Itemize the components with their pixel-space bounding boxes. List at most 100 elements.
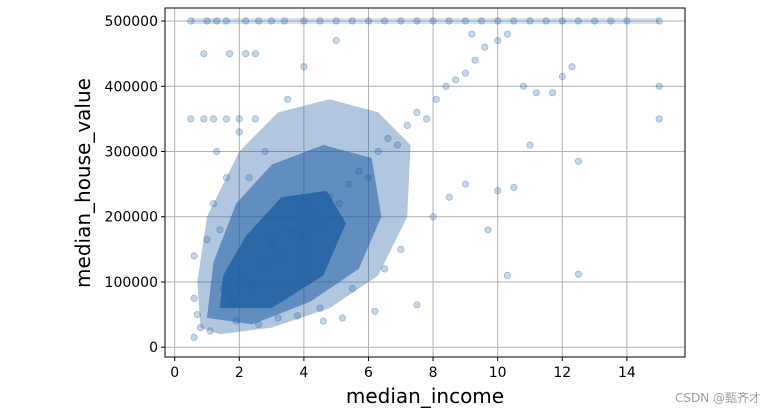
scatter-point — [542, 17, 550, 25]
scatter-point — [203, 17, 211, 25]
scatter-point — [384, 134, 392, 143]
scatter-point — [380, 17, 389, 25]
scatter-point — [574, 270, 583, 278]
scatter-point — [316, 219, 324, 227]
scatter-point — [607, 17, 615, 25]
scatter-point — [374, 147, 382, 156]
scatter-point — [274, 314, 282, 322]
scatter-point — [319, 317, 327, 325]
scatter-point — [422, 115, 431, 123]
x-tick-label: 6 — [364, 365, 373, 381]
scatter-point — [364, 17, 373, 25]
scatter-point — [348, 284, 356, 293]
scatter-point — [471, 56, 479, 64]
scatter-point — [306, 206, 314, 214]
scatter-point — [429, 213, 437, 221]
scatter-point — [397, 17, 405, 25]
scatter-point — [413, 108, 421, 117]
density-region — [219, 190, 346, 309]
scatter-point — [213, 147, 221, 156]
scatter-point — [510, 17, 518, 25]
scatter-point — [245, 174, 253, 182]
scatter-point — [251, 50, 259, 58]
density-cloud — [197, 99, 411, 335]
scatter-point — [235, 128, 243, 136]
scatter-point — [222, 174, 230, 182]
scatter-point — [316, 17, 324, 25]
scatter-point — [229, 297, 237, 306]
scatter-point — [548, 89, 557, 97]
scatter-point — [526, 17, 534, 25]
scatter-point — [429, 17, 437, 25]
scatter-point — [209, 115, 217, 123]
scatter-point — [222, 17, 230, 25]
scatter-point — [226, 50, 234, 58]
scatter-point — [187, 115, 195, 123]
x-tick-label: 0 — [170, 365, 179, 381]
scatter-point — [574, 17, 583, 25]
scatter-point — [190, 294, 198, 302]
x-tick-label: 12 — [553, 365, 571, 381]
scatter-point — [277, 252, 285, 260]
scatter-point — [445, 17, 453, 25]
scatter-point — [503, 30, 511, 38]
scatter-point — [371, 307, 379, 315]
y-tick-label: 0 — [149, 340, 158, 356]
scatter-point — [558, 17, 566, 25]
scatter-point — [219, 284, 227, 293]
scatter-point — [200, 50, 208, 58]
scatter-point — [532, 89, 541, 97]
scatter-point — [452, 76, 460, 84]
scatter-point — [477, 17, 486, 25]
scatter-point — [190, 333, 198, 341]
scatter-point — [655, 115, 663, 123]
scatter-point — [190, 252, 198, 260]
y-tick-label: 400000 — [105, 79, 158, 95]
scatter-point — [494, 187, 502, 195]
scatter-point — [200, 115, 208, 123]
y-axis-label: median_house_value — [71, 78, 95, 288]
scatter-point — [248, 281, 256, 289]
scatter-point — [348, 17, 356, 25]
scatter-point — [503, 271, 511, 280]
y-tick-label: 500000 — [105, 14, 158, 30]
scatter-point — [193, 310, 201, 319]
scatter-point — [364, 174, 373, 182]
scatter-point — [267, 239, 276, 247]
scatter-point — [187, 17, 195, 25]
scatter-point — [293, 312, 301, 320]
scatter-point — [393, 141, 402, 149]
scatter-point — [510, 183, 518, 191]
scatter-point — [519, 82, 528, 90]
watermark-text: CSDN @甄齐才 — [674, 391, 761, 405]
scatter-point — [568, 63, 576, 71]
scatter-point — [326, 193, 334, 201]
scatter-point — [461, 69, 469, 77]
y-tick-label: 200000 — [105, 210, 158, 226]
scatter-point — [345, 180, 353, 188]
scatter-points — [187, 17, 663, 341]
scatter-point — [196, 323, 205, 332]
scatter-point — [238, 271, 247, 280]
scatter-point — [280, 17, 289, 25]
scatter-point — [255, 320, 263, 328]
scatter-point — [355, 167, 363, 175]
scatter-point — [481, 43, 489, 51]
x-tick-label: 4 — [299, 365, 308, 381]
x-tick-label: 2 — [235, 365, 244, 381]
axis-ticks: 0 2 4 6 8 10 12 14 0 100000 200000 300000 400000 5000… — [105, 14, 636, 381]
scatter-point — [332, 17, 340, 25]
scatter-point — [261, 147, 269, 156]
scatter-point — [209, 200, 217, 208]
scatter-point — [213, 17, 221, 25]
scatter-point — [242, 17, 250, 25]
scatter-point — [300, 17, 308, 25]
scatter-point — [655, 17, 663, 25]
scatter-point — [445, 193, 453, 201]
x-axis-label: median_income — [346, 384, 504, 408]
scatter-point — [284, 95, 292, 103]
scatter-point — [242, 50, 250, 58]
scatter-point — [442, 82, 450, 90]
scatter-point — [494, 17, 502, 25]
